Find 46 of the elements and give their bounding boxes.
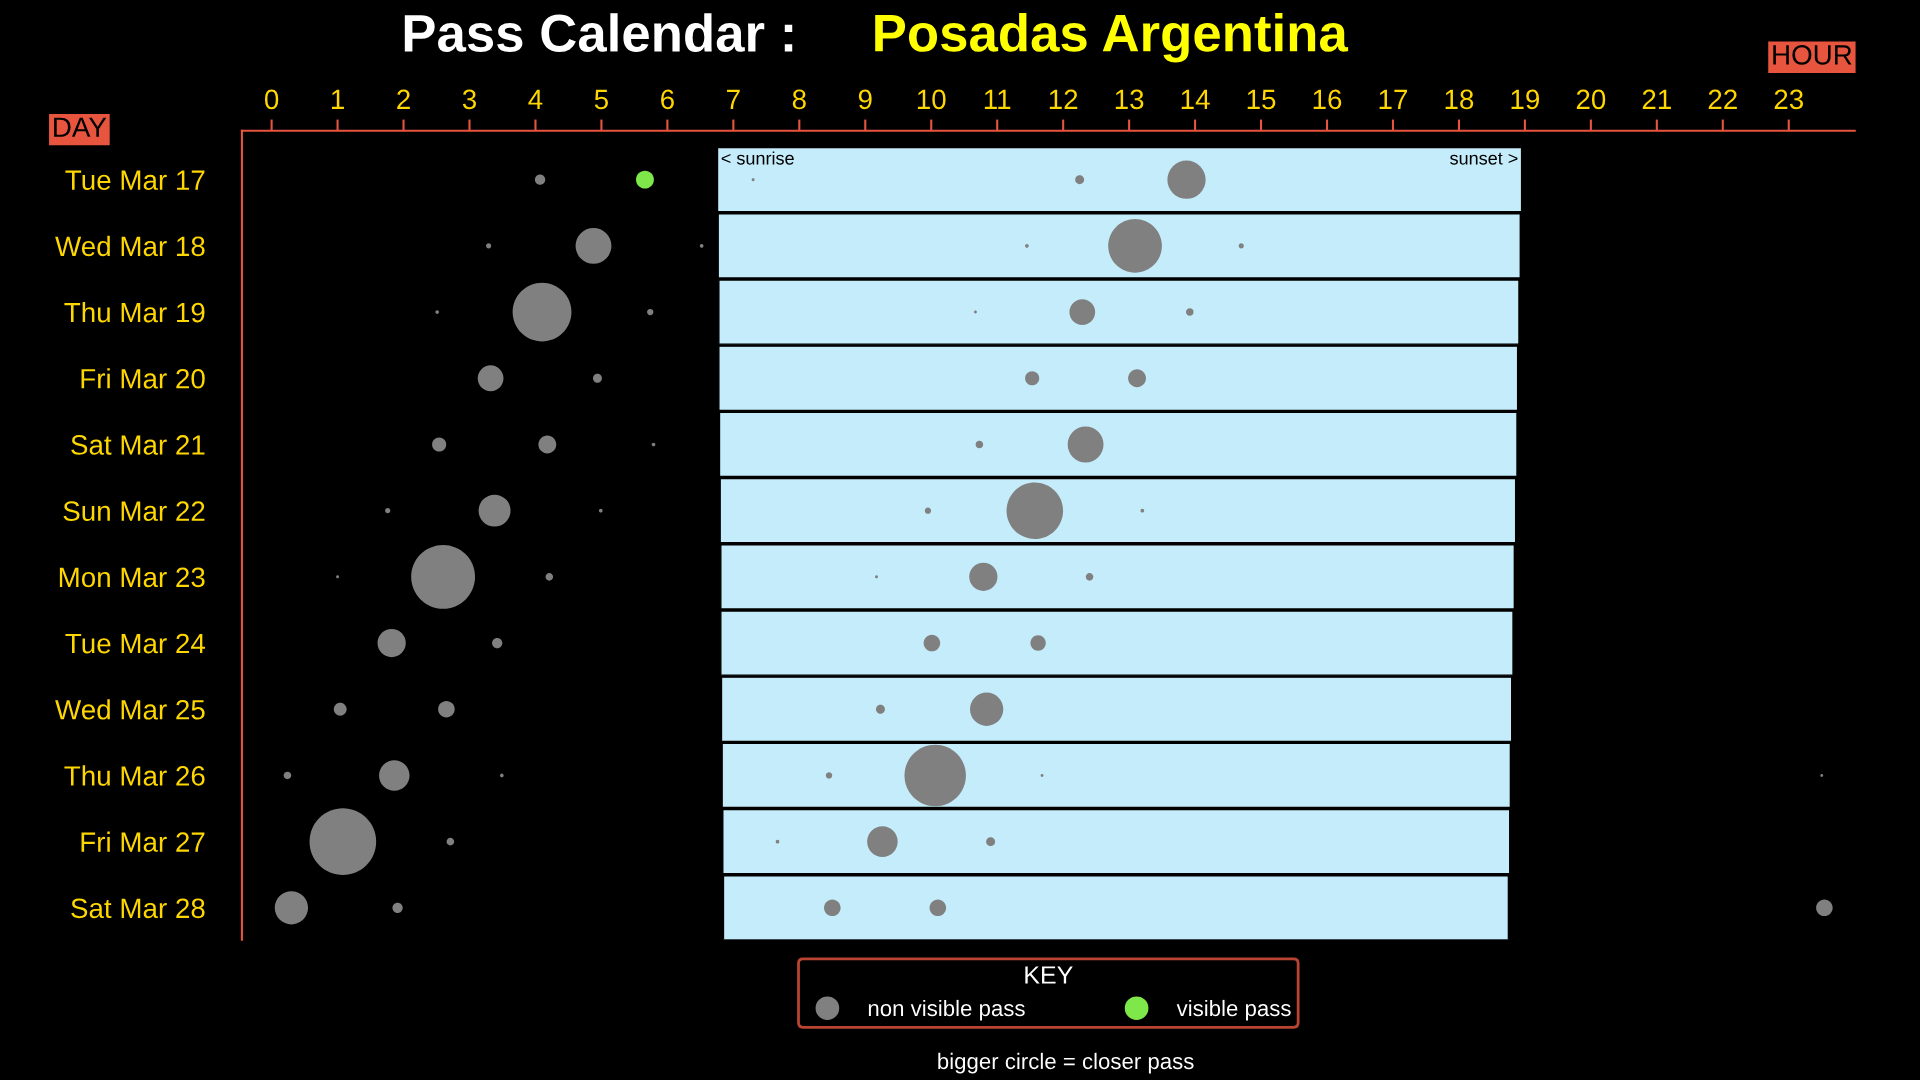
y-tick-label: Wed Mar 25 xyxy=(55,699,205,720)
x-tick-label: 10 xyxy=(917,89,946,110)
y-tick-label: Sun Mar 22 xyxy=(63,501,205,521)
y-tick-label: Thu Mar 26 xyxy=(64,765,205,786)
annotation: sunset > xyxy=(1450,152,1518,165)
x-tick-label: 12 xyxy=(1049,89,1078,109)
x-tick-label: 13 xyxy=(1115,89,1144,110)
x-tick-label: 17 xyxy=(1379,89,1408,109)
x-tick-label: 20 xyxy=(1576,89,1606,110)
x-tick-label: 15 xyxy=(1247,89,1276,110)
x-tick-label: 16 xyxy=(1313,89,1342,110)
x-tick-label: 18 xyxy=(1445,89,1474,110)
y-axis-title: DAY xyxy=(54,117,107,137)
y-tick-label: Fri Mar 20 xyxy=(81,368,205,389)
y-tick-label: Thu Mar 19 xyxy=(64,301,205,323)
y-tick-label: Wed Mar 18 xyxy=(55,235,205,257)
x-tick-label: 19 xyxy=(1511,89,1540,110)
x-tick-label: 11 xyxy=(984,89,1011,109)
x-tick-label: 22 xyxy=(1708,89,1737,109)
x-tick-label: 23 xyxy=(1774,89,1803,110)
x-tick-label: 21 xyxy=(1642,89,1671,109)
x-tick-label: 3 xyxy=(462,89,476,110)
chart-title: Pass Calendar : xyxy=(404,13,793,52)
chart-subtitle: Posadas Argentina xyxy=(875,13,1349,63)
x-tick-label: 9 xyxy=(858,89,872,110)
y-tick-label: Tue Mar 24 xyxy=(65,633,206,654)
y-tick-label: Sat Mar 28 xyxy=(71,898,205,919)
x-tick-label: 2 xyxy=(397,89,410,109)
text: bigger circle = closer pass xyxy=(938,1052,1194,1074)
x-tick-label: 14 xyxy=(1181,89,1210,109)
y-tick-label: Fri Mar 27 xyxy=(81,831,205,852)
x-tick-label: 0 xyxy=(264,89,279,110)
y-tick-label: Mon Mar 23 xyxy=(59,567,205,588)
x-tick-label: 6 xyxy=(661,89,674,110)
x-axis-title: HOUR xyxy=(1773,45,1852,65)
annotation: < sunrise xyxy=(721,151,794,165)
legend-label: non visible pass xyxy=(868,999,1025,1021)
y-tick-label: Tue Mar 17 xyxy=(65,170,205,190)
legend-label: visible pass xyxy=(1176,999,1291,1021)
x-tick-label: 4 xyxy=(528,89,543,109)
y-tick-label: Sat Mar 21 xyxy=(71,435,205,455)
x-tick-label: 5 xyxy=(594,89,608,110)
x-tick-label: 7 xyxy=(727,89,740,109)
legend-title: KEY xyxy=(1025,966,1073,984)
x-tick-label: 8 xyxy=(792,89,806,110)
x-tick-label: 1 xyxy=(331,89,344,109)
